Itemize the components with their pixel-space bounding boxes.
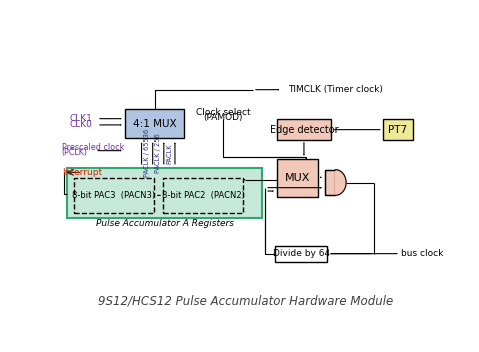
Bar <box>325 170 335 195</box>
Bar <box>383 119 412 140</box>
Bar <box>163 178 243 213</box>
Text: bus clock: bus clock <box>401 249 444 258</box>
Text: (PCLK): (PCLK) <box>62 148 88 157</box>
Text: PACLK / 256: PACLK / 256 <box>155 133 161 173</box>
Text: 8-bit PAC3  (PACN3): 8-bit PAC3 (PACN3) <box>72 191 156 200</box>
Bar <box>67 168 262 218</box>
Text: CLK1: CLK1 <box>69 114 92 123</box>
Bar <box>277 119 331 140</box>
Text: TIMCLK (Timer clock): TIMCLK (Timer clock) <box>288 85 383 94</box>
Polygon shape <box>335 170 346 195</box>
Text: Interrupt: Interrupt <box>62 168 102 177</box>
Text: 4:1 MUX: 4:1 MUX <box>133 119 176 128</box>
Text: Edge detector: Edge detector <box>270 125 338 135</box>
Text: PACLK / 65536: PACLK / 65536 <box>144 129 150 177</box>
Text: Prescaled clock: Prescaled clock <box>62 144 124 152</box>
Bar <box>275 246 327 262</box>
Bar <box>125 109 184 138</box>
Text: 9S12/HCS12 Pulse Accumulator Hardware Module: 9S12/HCS12 Pulse Accumulator Hardware Mo… <box>98 295 393 308</box>
Bar <box>74 178 154 213</box>
Text: (PAMOD): (PAMOD) <box>204 113 243 122</box>
Text: CLK0: CLK0 <box>69 120 92 130</box>
Bar <box>277 159 318 197</box>
Text: MUX: MUX <box>285 173 310 183</box>
Text: Pulse Accumulator A Registers: Pulse Accumulator A Registers <box>96 219 234 228</box>
Text: Clock select: Clock select <box>196 108 251 117</box>
Text: PT7: PT7 <box>388 125 407 135</box>
Text: PACLK: PACLK <box>166 143 172 164</box>
Text: Divide by 64: Divide by 64 <box>273 249 330 258</box>
Text: 8-bit PAC2  (PACN2): 8-bit PAC2 (PACN2) <box>161 191 244 200</box>
